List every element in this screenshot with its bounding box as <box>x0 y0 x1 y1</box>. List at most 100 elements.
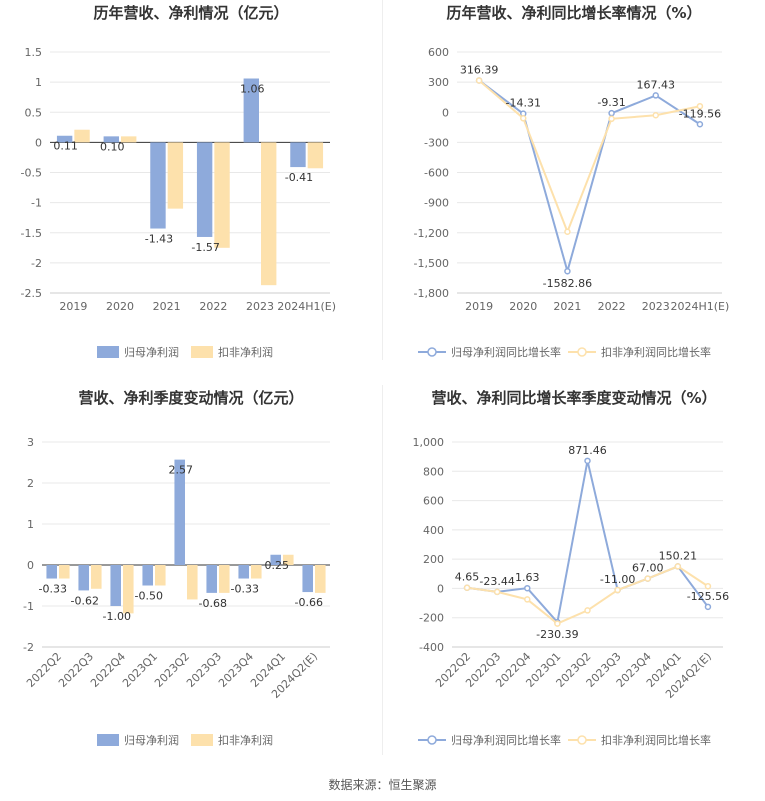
line-point <box>704 603 712 611</box>
quarterly-profit-chart: 营收、净利季度变动情况（亿元）3210-1-22022Q22022Q32022Q… <box>23 389 330 747</box>
bar-attributable-net-profit <box>290 142 306 168</box>
line-attributable-growth <box>466 460 709 625</box>
chart-title: 营收、净利同比增长率季度变动情况（%） <box>431 389 716 407</box>
data-label: 150.21 <box>659 549 698 562</box>
x-tick-label: 2023 <box>642 300 670 313</box>
bar-attributable-net-profit <box>174 459 185 565</box>
data-label: -1.00 <box>102 610 130 623</box>
y-tick-label: 0 <box>35 136 42 149</box>
y-tick-label: 0 <box>27 559 34 572</box>
data-label: -1.57 <box>191 241 219 254</box>
y-tick-label: 1 <box>35 76 42 89</box>
chart-title: 营收、净利季度变动情况（亿元） <box>78 389 303 407</box>
data-label: -14.31 <box>506 97 541 110</box>
x-tick-label: 2023 <box>246 300 274 313</box>
bar-deducted-net-profit <box>315 565 326 593</box>
bar-attributable-net-profit <box>206 565 217 593</box>
x-tick-label: 2022 <box>199 300 227 313</box>
bar-deducted-net-profit <box>283 554 294 565</box>
data-label: -119.56 <box>679 107 721 120</box>
data-label: -11.00 <box>600 573 635 586</box>
line-point <box>614 586 621 594</box>
x-tick-label: 2021 <box>553 300 581 313</box>
chart-panel-annual-growth: 历年营收、净利同比增长率情况（%） 600 300 0 -300 -600 -900 -1,2… <box>383 0 765 375</box>
y-tick-label: 0 <box>442 106 449 119</box>
legend-label: 扣非净利润同比增长率 <box>601 345 711 359</box>
line-point <box>493 588 501 596</box>
bar-deducted-net-profit <box>91 565 102 589</box>
data-label: -0.66 <box>294 596 322 609</box>
panel-divider-bottom <box>382 385 383 755</box>
line-deducted-growth <box>478 79 701 235</box>
bar-attributable-net-profit <box>238 565 249 579</box>
legend-marker <box>577 347 587 357</box>
bar-deducted-net-profit <box>121 136 137 143</box>
line-point <box>524 596 531 603</box>
line-point <box>564 228 571 235</box>
line-point <box>524 584 531 592</box>
y-tick-label: -2.5 <box>21 287 42 300</box>
line-point <box>696 121 704 128</box>
data-label: 2.57 <box>168 464 193 477</box>
line-point <box>584 457 591 465</box>
data-label: 4.65 <box>455 571 480 584</box>
legend-label: 扣非净利润 <box>218 345 273 359</box>
chart-panel-quarterly-growth: 营收、净利同比增长率季度变动情况（%） 1,000 800 600 400 200 0 -20… <box>383 385 765 760</box>
y-tick-label: 300 <box>428 76 449 89</box>
data-label: 871.46 <box>568 444 607 457</box>
data-label: -0.68 <box>198 597 226 610</box>
chart-title: 历年营收、净利同比增长率情况（%） <box>446 4 701 22</box>
bar-attributable-net-profit <box>142 565 153 586</box>
x-tick-label: 2020 <box>106 300 134 313</box>
x-tick-label: 2020 <box>509 300 537 313</box>
line-point <box>644 575 651 582</box>
bar-attributable-net-profit <box>78 565 89 591</box>
bar-deducted-net-profit <box>187 565 198 600</box>
bar-deducted-net-profit <box>74 129 90 143</box>
data-label: 167.43 <box>637 78 676 91</box>
legend-swatch <box>191 346 213 358</box>
y-tick-label: -1,200 <box>414 227 449 240</box>
bar-attributable-net-profit <box>103 136 119 143</box>
y-tick-label: 0.5 <box>25 106 43 119</box>
bar-attributable-net-profit <box>270 554 281 565</box>
line-point <box>475 77 483 84</box>
bar-attributable-net-profit <box>110 565 121 606</box>
legend-marker <box>577 735 587 745</box>
chart-title: 历年营收、净利情况（亿元） <box>93 4 288 22</box>
line-point <box>520 115 527 122</box>
line-point <box>652 92 659 99</box>
y-tick-label: -1.5 <box>21 227 42 240</box>
x-tick-label: 2024H1(E) <box>277 300 336 313</box>
data-label: -0.62 <box>70 594 98 607</box>
y-tick-label: 1 <box>27 518 34 531</box>
data-label: -1.43 <box>145 233 173 246</box>
line-attributable-growth <box>478 79 701 275</box>
y-tick-label: 2 <box>27 477 34 490</box>
y-tick-label: 200 <box>423 553 444 566</box>
data-label: 0.25 <box>264 559 289 572</box>
bar-attributable-net-profit <box>56 135 73 143</box>
data-label: 0.11 <box>53 140 78 153</box>
bar-deducted-net-profit <box>59 565 70 579</box>
legend-swatch <box>97 734 119 746</box>
data-label: -9.31 <box>597 96 625 109</box>
data-label: -0.33 <box>230 583 258 596</box>
data-label: -230.39 <box>536 628 578 641</box>
data-label: -0.41 <box>285 171 313 184</box>
legend-swatch <box>97 346 119 358</box>
annual-profit-chart: 历年营收、净利情况（亿元） 1.5 1 0.5 0 -0.5 -1 -1.5 -2 -2.5 201… <box>21 4 337 359</box>
line-point <box>564 267 571 275</box>
line-point <box>554 620 561 627</box>
y-tick-label: 0 <box>437 582 444 595</box>
y-tick-label: 1.5 <box>25 46 43 59</box>
y-tick-label: -1,500 <box>414 257 449 270</box>
y-tick-label: 600 <box>423 495 444 508</box>
data-label: -125.56 <box>687 590 729 603</box>
data-label: -1582.86 <box>543 277 592 290</box>
y-tick-label: -0.5 <box>21 167 42 180</box>
data-label: -23.44 <box>479 575 514 588</box>
legend-label: 归母净利润 <box>124 733 179 747</box>
y-tick-label: -400 <box>419 641 444 654</box>
data-source-note: 数据来源：恒生聚源 <box>328 778 437 792</box>
